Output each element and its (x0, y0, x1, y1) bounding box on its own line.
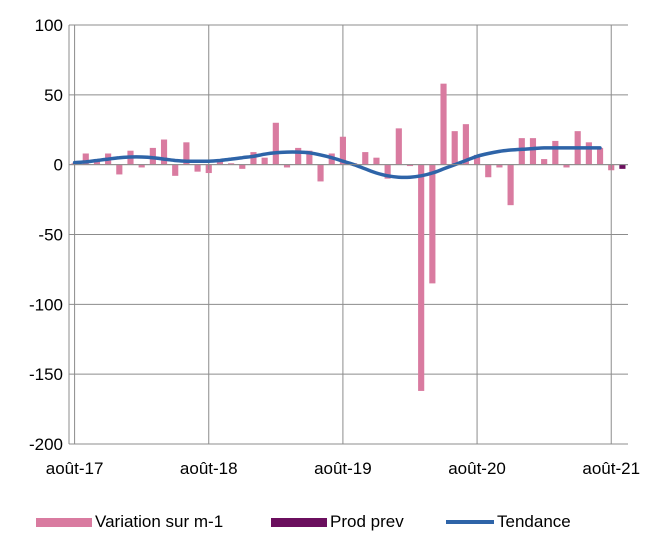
variation-bar (183, 142, 190, 165)
variation-bar (239, 164, 246, 169)
variation-bar (373, 157, 380, 165)
x-tick-label: août-17 (46, 459, 104, 478)
variation-bar (451, 131, 458, 165)
variation-bar (485, 164, 492, 178)
y-tick-label: 100 (35, 16, 63, 35)
variation-bar (138, 164, 145, 168)
variation-bar (563, 164, 570, 168)
tendance-line (72, 146, 602, 180)
variation-bar (228, 163, 235, 165)
variation-bar (429, 164, 436, 284)
variation-bar (552, 140, 559, 165)
y-tick-label: -50 (38, 226, 63, 245)
variation-bar (82, 153, 89, 165)
legend-swatch-prod-prev (271, 517, 327, 527)
variation-bar (194, 164, 201, 172)
variation-bar (272, 122, 279, 165)
y-tick-label: -150 (29, 365, 63, 384)
variation-bar (462, 124, 469, 165)
y-tick-label: -100 (29, 295, 63, 314)
variation-bar (473, 154, 481, 165)
variation-bar (362, 152, 369, 165)
variation-bar (395, 128, 402, 165)
prod-prev-bar (619, 164, 626, 169)
variation-bar (283, 164, 291, 168)
y-tick-label: 0 (54, 156, 63, 175)
axes (68, 25, 628, 444)
x-tick-label: août-19 (314, 459, 372, 478)
variation-bar (216, 160, 224, 165)
legend-label-variation: Variation sur m-1 (95, 512, 224, 531)
x-tick-label: août-21 (582, 459, 640, 478)
x-axis-tick-labels: août-17 août-18 août-19 août-20 août-21 (46, 459, 640, 478)
variation-bar (440, 83, 447, 165)
legend-label-tendance: Tendance (497, 512, 571, 531)
variation-bar (261, 157, 268, 165)
variation-bar (317, 164, 324, 182)
variation-bar (585, 142, 592, 165)
variation-bar (116, 164, 123, 175)
variation-bar (518, 138, 525, 165)
legend: Variation sur m-1 Prod prev Tendance (0, 512, 646, 536)
y-tick-label: -200 (29, 435, 63, 454)
y-axis-tick-labels: 100 50 0 -50 -100 -150 -200 (29, 16, 63, 454)
legend-swatch-variation (36, 517, 92, 527)
series-prod-prev-bars (619, 164, 626, 169)
legend-swatch-tendance (446, 520, 494, 524)
gridlines (69, 24, 628, 445)
variation-bar (406, 164, 414, 167)
y-tick-label: 50 (44, 86, 63, 105)
variation-bar (93, 160, 101, 165)
variation-bar (172, 164, 179, 176)
variation-bar (418, 164, 425, 391)
variation-bar (596, 147, 604, 165)
legend-item-prod-prev: Prod prev (271, 512, 404, 532)
x-tick-label: août-18 (180, 459, 238, 478)
variation-bar (496, 164, 503, 168)
variation-bar (507, 164, 514, 206)
legend-item-tendance: Tendance (446, 512, 571, 532)
series-tendance (72, 146, 602, 180)
variation-bar (306, 150, 313, 165)
variation-bar (384, 164, 391, 179)
legend-item-variation: Variation sur m-1 (36, 512, 223, 532)
variation-bar (529, 138, 537, 165)
variation-bar (250, 152, 257, 165)
variation-bar (160, 139, 168, 165)
variation-bar (339, 136, 346, 165)
variation-bar (541, 159, 548, 165)
legend-label-prod-prev: Prod prev (330, 512, 404, 531)
variation-bar (295, 147, 302, 165)
x-tick-label: août-20 (448, 459, 506, 478)
